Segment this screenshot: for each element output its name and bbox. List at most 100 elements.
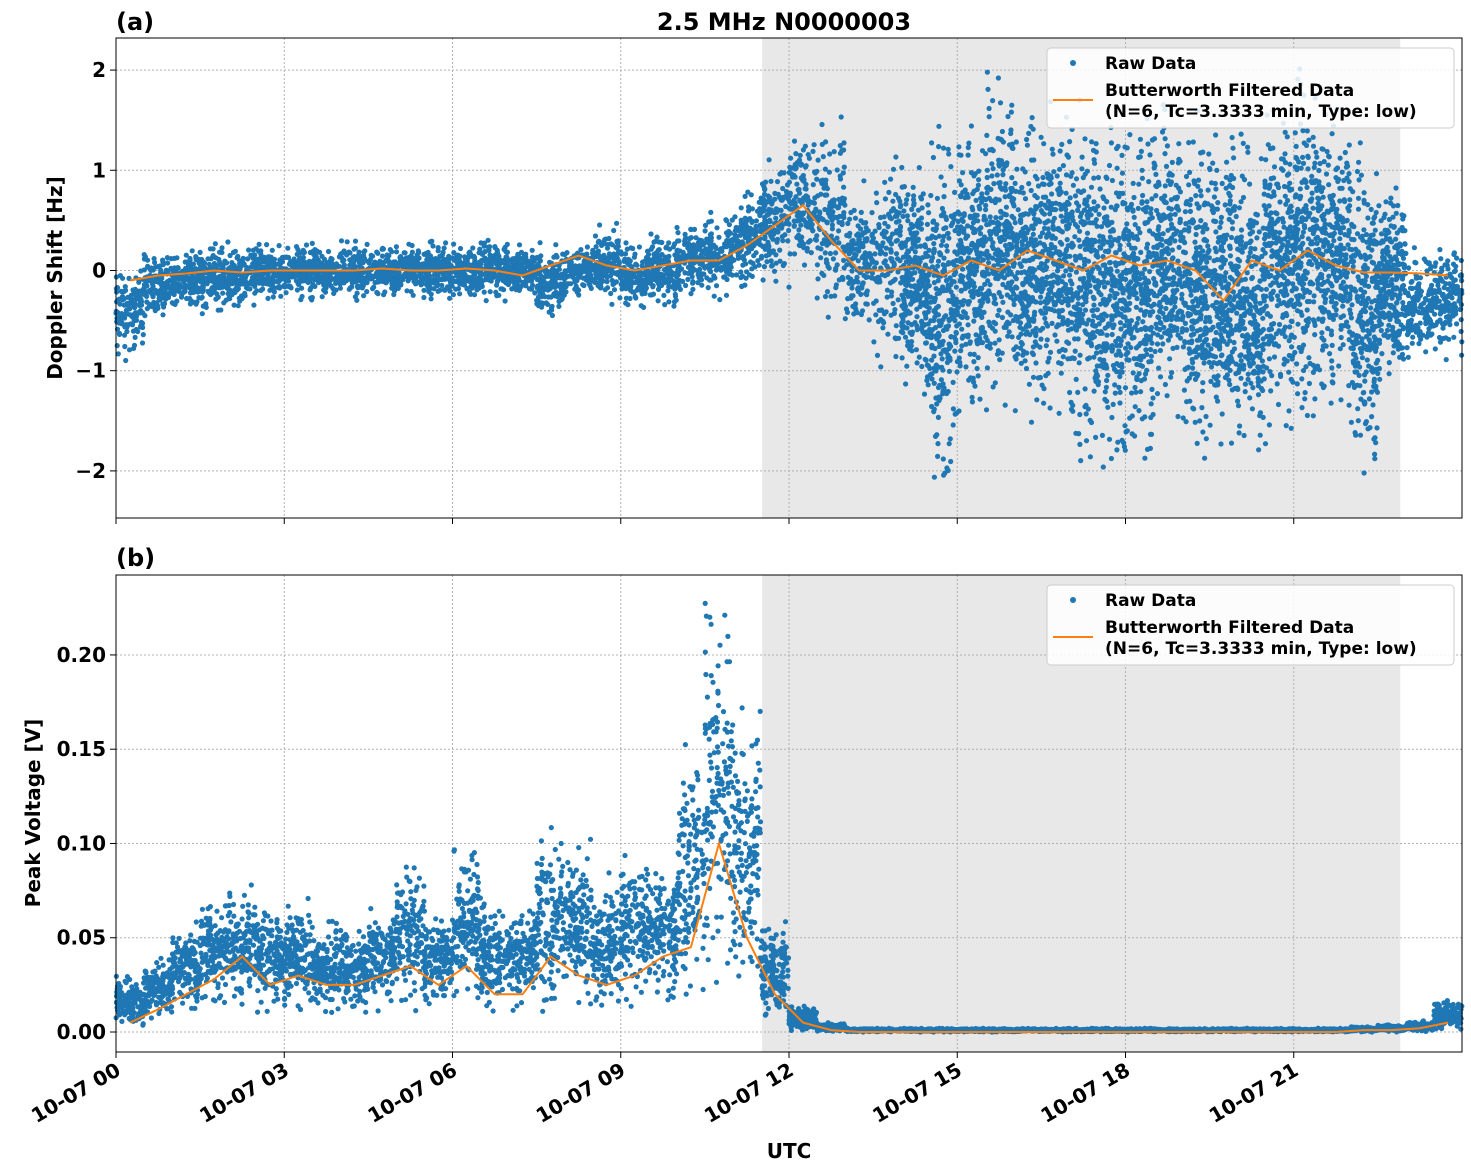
raw-data-point — [165, 268, 171, 274]
raw-data-point — [126, 306, 132, 312]
raw-data-point — [908, 301, 914, 307]
raw-data-point — [609, 301, 615, 307]
raw-data-point — [264, 263, 270, 269]
raw-data-point — [137, 309, 143, 315]
raw-data-point — [173, 266, 179, 273]
raw-data-point — [215, 284, 221, 290]
raw-data-point — [1007, 281, 1014, 287]
raw-data-point — [338, 238, 345, 244]
raw-data-point — [958, 182, 964, 188]
raw-data-point — [209, 286, 215, 292]
raw-data-point — [936, 397, 942, 404]
raw-data-point — [843, 306, 850, 312]
raw-data-point — [946, 151, 952, 157]
raw-data-point — [791, 223, 798, 229]
ylabel-a: Doppler Shift [Hz] — [43, 176, 67, 380]
raw-data-point — [650, 276, 657, 282]
raw-data-point — [970, 269, 976, 275]
raw-data-point — [386, 253, 392, 259]
raw-data-point — [968, 375, 974, 381]
raw-data-point — [929, 140, 935, 146]
raw-data-point — [501, 274, 507, 281]
raw-data-point — [213, 275, 219, 281]
raw-data-point — [347, 250, 353, 256]
raw-data-point — [948, 334, 954, 340]
raw-data-point — [212, 241, 218, 247]
raw-data-point — [899, 355, 905, 361]
raw-data-point — [935, 263, 941, 269]
raw-data-point — [690, 280, 696, 286]
raw-data-point — [861, 178, 867, 184]
raw-data-point — [611, 227, 617, 234]
raw-data-point — [384, 278, 390, 284]
raw-data-point — [160, 312, 166, 318]
raw-data-point — [538, 273, 544, 279]
raw-data-point — [836, 228, 842, 234]
raw-data-point — [901, 274, 908, 280]
raw-data-point — [946, 235, 952, 241]
raw-data-point — [478, 278, 484, 284]
raw-data-point — [527, 265, 533, 271]
raw-data-point — [815, 157, 821, 163]
raw-data-point — [764, 212, 770, 218]
raw-data-point — [827, 151, 833, 157]
raw-data-point — [641, 283, 647, 289]
raw-data-point — [294, 287, 300, 293]
raw-data-point — [577, 266, 583, 272]
raw-data-point — [852, 215, 859, 221]
raw-data-point — [986, 271, 992, 277]
raw-data-point — [240, 255, 246, 261]
raw-data-point — [829, 198, 836, 204]
raw-data-point — [983, 207, 989, 213]
raw-data-point — [604, 256, 611, 262]
raw-data-point — [117, 301, 123, 307]
raw-data-point — [543, 273, 549, 279]
raw-data-point — [964, 315, 970, 321]
raw-data-point — [963, 364, 969, 370]
raw-data-point — [502, 244, 508, 250]
raw-data-point — [622, 256, 628, 262]
raw-data-point — [970, 288, 977, 294]
raw-data-point — [780, 262, 786, 269]
raw-data-point — [445, 276, 451, 282]
raw-data-point — [893, 154, 899, 160]
raw-data-point — [922, 242, 928, 248]
raw-data-point — [1003, 162, 1010, 168]
raw-data-point — [858, 209, 864, 215]
raw-data-point — [187, 301, 193, 307]
raw-data-point — [375, 271, 381, 277]
raw-data-point — [674, 224, 680, 231]
raw-data-point — [977, 298, 983, 304]
raw-data-point — [655, 252, 661, 258]
raw-data-point — [935, 303, 942, 309]
raw-data-point — [882, 251, 889, 257]
raw-data-point — [431, 263, 437, 270]
raw-data-point — [842, 316, 848, 322]
raw-data-point — [258, 250, 264, 257]
raw-data-point — [708, 251, 714, 257]
raw-data-point — [504, 249, 511, 255]
raw-data-point — [969, 264, 975, 270]
raw-data-point — [548, 305, 555, 311]
raw-data-point — [971, 280, 977, 286]
raw-data-point — [189, 248, 195, 254]
raw-data-point — [931, 246, 937, 252]
raw-data-point — [285, 245, 291, 251]
raw-data-point — [925, 382, 931, 388]
raw-data-point — [772, 227, 778, 233]
raw-data-point — [876, 222, 882, 228]
raw-data-point — [251, 302, 257, 308]
raw-data-point — [529, 247, 535, 253]
raw-data-point — [160, 301, 166, 307]
raw-data-point — [935, 258, 942, 264]
raw-data-point — [246, 247, 252, 253]
raw-data-point — [941, 233, 947, 240]
raw-data-point — [859, 308, 866, 314]
raw-data-point — [164, 255, 170, 261]
raw-data-point — [619, 286, 625, 292]
raw-data-point — [993, 197, 999, 203]
raw-data-point — [959, 343, 965, 349]
raw-data-point — [602, 237, 608, 243]
raw-data-point — [926, 305, 932, 311]
raw-data-point — [126, 347, 133, 353]
